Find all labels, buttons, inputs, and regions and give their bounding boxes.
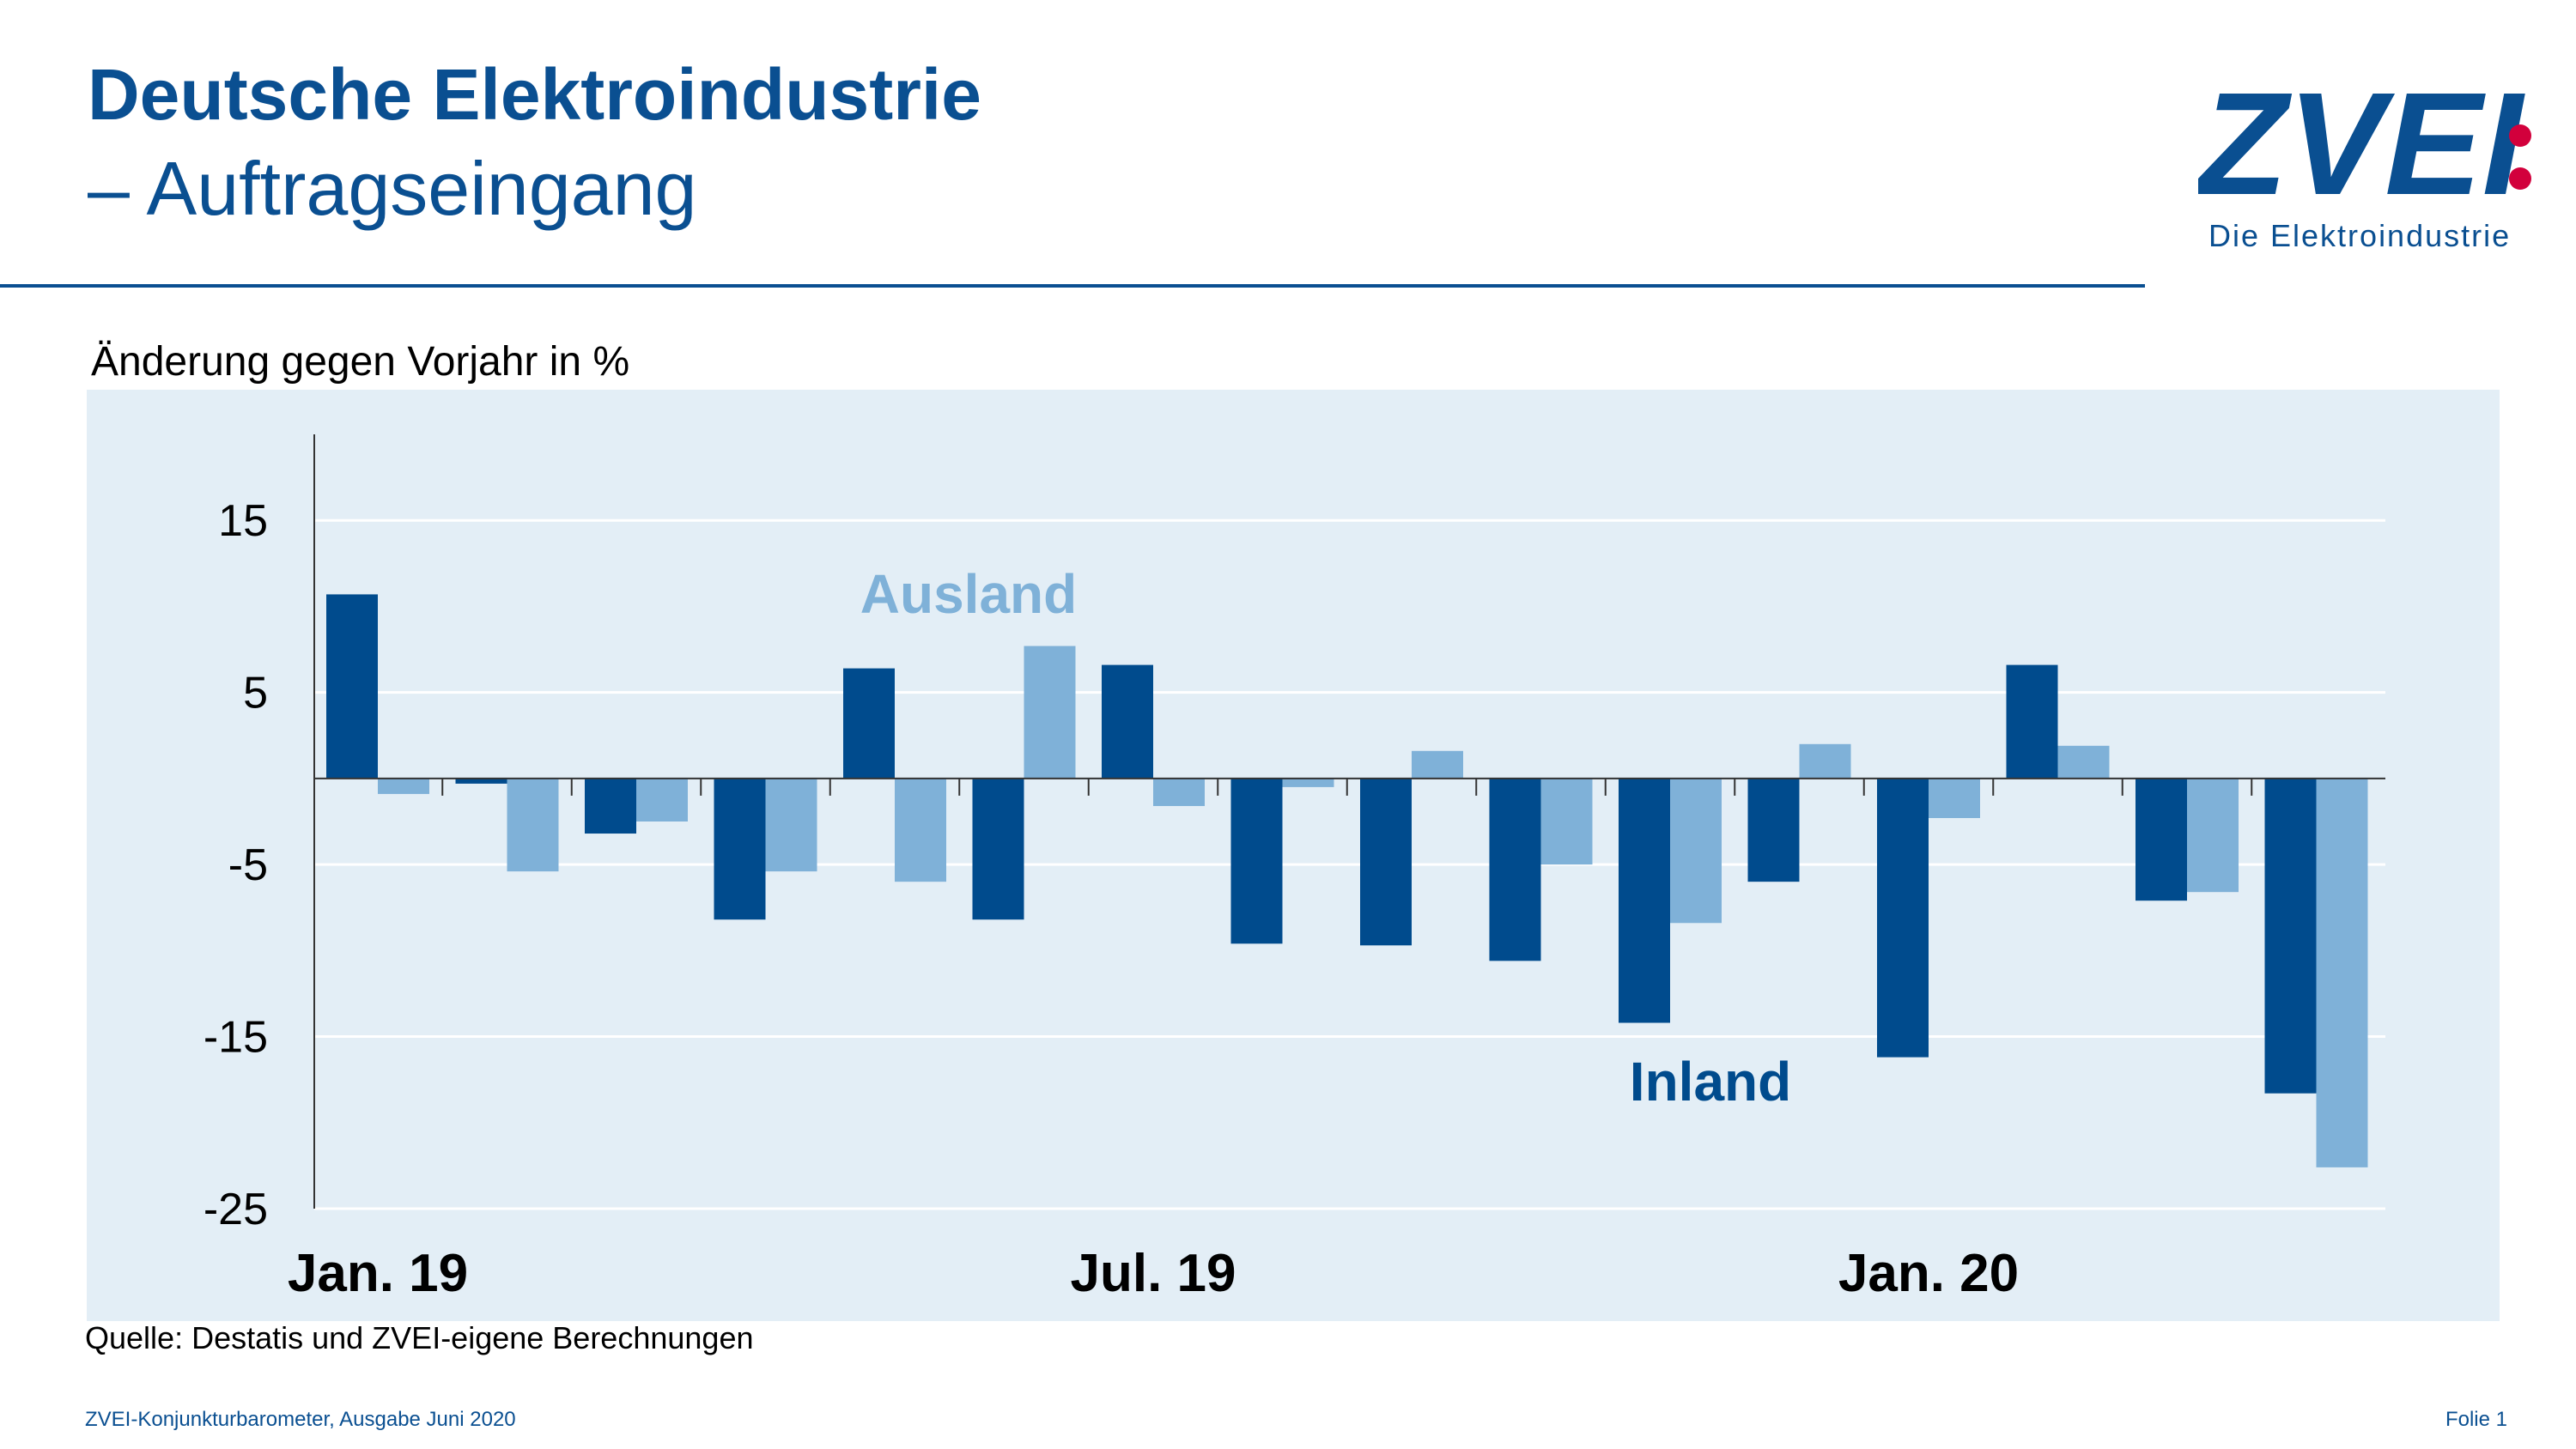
bar-ausland-3 <box>765 778 817 872</box>
footer-left: ZVEI-Konjunkturbarometer, Ausgabe Juni 2… <box>85 1408 516 1431</box>
bars <box>326 594 2368 1167</box>
y-tick-label: 5 <box>243 669 268 718</box>
bar-ausland-7 <box>1282 778 1334 787</box>
bar-inland-1 <box>455 778 507 784</box>
page-subtitle: – Auftragseingang <box>88 146 697 231</box>
bar-inland-3 <box>714 778 766 920</box>
logo-dot-top <box>2509 124 2531 147</box>
bar-inland-15 <box>2264 778 2317 1094</box>
y-tick-label: -25 <box>204 1185 268 1234</box>
bar-ausland-14 <box>2187 778 2239 893</box>
bar-inland-7 <box>1230 778 1283 944</box>
header-divider <box>0 284 2145 288</box>
axes <box>313 434 2385 1209</box>
x-tick-label: Jan. 19 <box>288 1244 468 1303</box>
zvei-logo-icon: ZVEI <box>2195 63 2531 226</box>
bar-ausland-6 <box>1153 778 1205 806</box>
y-tick-label: -15 <box>204 1013 268 1063</box>
bar-inland-14 <box>2136 778 2187 901</box>
bar-inland-8 <box>1360 778 1412 946</box>
bar-inland-13 <box>2006 664 2058 779</box>
y-tick-label: -5 <box>228 840 268 890</box>
bar-inland-2 <box>585 778 636 834</box>
zvei-logo: ZVEI <box>2195 63 2559 263</box>
annotations: Ausland Inland <box>860 563 1791 1113</box>
bar-ausland-2 <box>636 778 688 822</box>
bar-ausland-13 <box>2057 745 2110 779</box>
bar-inland-5 <box>972 778 1024 920</box>
grid-lines <box>314 518 2385 1210</box>
bar-inland-11 <box>1747 778 1800 882</box>
x-tick-label: Jan. 20 <box>1838 1244 2019 1303</box>
bar-inland-12 <box>1877 778 1929 1058</box>
bar-ausland-11 <box>1799 743 1851 779</box>
bar-inland-9 <box>1489 778 1541 961</box>
plot-background <box>87 390 2500 1321</box>
bar-ausland-5 <box>1024 646 1076 779</box>
bar-ausland-1 <box>507 778 559 872</box>
bar-ausland-4 <box>895 778 946 882</box>
bar-ausland-8 <box>1412 750 1463 779</box>
x-tick-label: Jul. 19 <box>1071 1244 1236 1303</box>
logo-tagline: Die Elektroindustrie <box>2208 218 2512 253</box>
page-title: Deutsche Elektroindustrie <box>88 54 981 135</box>
bar-ausland-15 <box>2316 778 2368 1167</box>
tick-labels: 15 5 -5 -15 -25 Jan. 19 Jul. 19 Jan. 20 <box>204 496 2019 1303</box>
logo-dot-bottom <box>2509 167 2531 190</box>
footer-page-number: Folie 1 <box>2445 1408 2507 1431</box>
y-tick-label: 15 <box>218 496 268 546</box>
bar-ausland-12 <box>1929 778 1980 818</box>
bar-inland-0 <box>326 594 378 779</box>
source-note: Quelle: Destatis und ZVEI-eigene Berechn… <box>85 1320 754 1355</box>
bar-inland-4 <box>843 668 895 779</box>
bar-ausland-0 <box>378 778 429 794</box>
bar-ausland-10 <box>1670 778 1722 924</box>
annotation-inland: Inland <box>1630 1051 1791 1113</box>
annotation-ausland: Ausland <box>860 563 1077 625</box>
bar-inland-6 <box>1102 664 1153 779</box>
y-axis-caption: Änderung gegen Vorjahr in % <box>91 339 630 385</box>
logo-wordmark: ZVEI <box>2198 82 2526 211</box>
bar-ausland-9 <box>1540 778 1593 865</box>
bar-inland-10 <box>1619 778 1670 1023</box>
